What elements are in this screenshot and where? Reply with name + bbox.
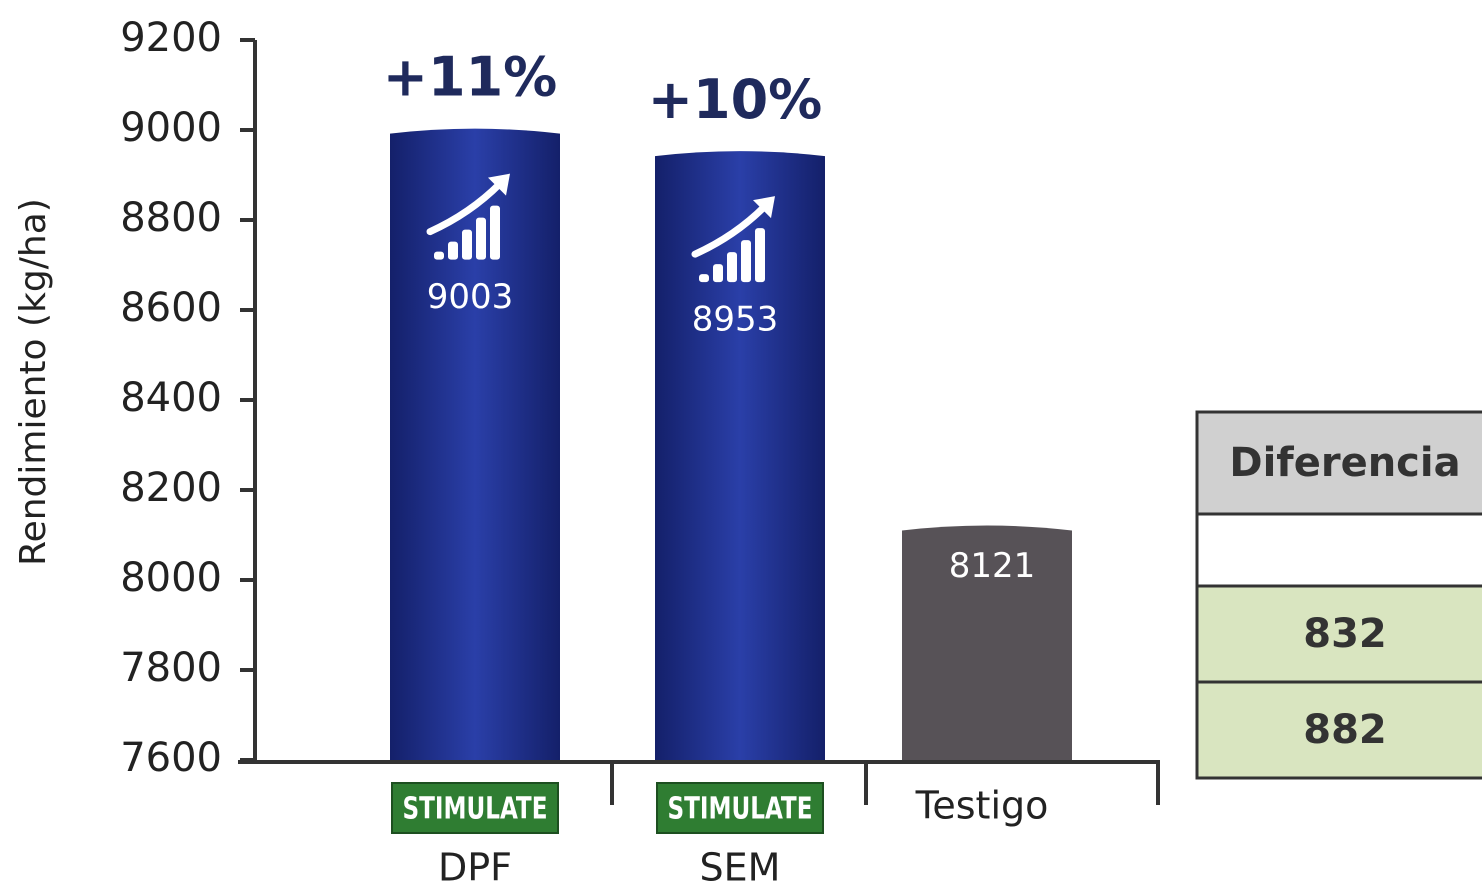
table-cell xyxy=(1195,512,1482,588)
brand-text: STIMULATE xyxy=(668,792,813,827)
y-axis-title: Rendimiento (kg/ha) xyxy=(13,198,54,566)
icon-bar xyxy=(490,205,500,260)
x-tick-label: DPF xyxy=(438,846,512,890)
growth-icon xyxy=(426,173,510,260)
icon-bar xyxy=(448,241,458,260)
x-tick-label: SEM xyxy=(700,846,781,890)
icon-bar xyxy=(699,274,709,283)
icon-arrow xyxy=(426,180,504,236)
y-tick-label: 9000 xyxy=(120,105,222,151)
y-tick-label: 7800 xyxy=(120,645,222,691)
icon-bar xyxy=(741,240,751,283)
y-tick-label: 8400 xyxy=(120,375,222,421)
brand-logo xyxy=(391,782,559,834)
table-header-cell xyxy=(1195,410,1482,516)
value-label: 9003 xyxy=(427,277,514,317)
value-label: 8953 xyxy=(692,300,779,340)
y-tick-label: 8200 xyxy=(120,465,222,511)
bar xyxy=(902,525,1072,760)
icon-bar xyxy=(755,228,765,283)
bar xyxy=(390,128,560,760)
icon-bar xyxy=(462,229,472,260)
growth-icon xyxy=(691,196,775,283)
icon-bar xyxy=(713,264,723,283)
icon-bar xyxy=(476,217,486,260)
brand-logo xyxy=(656,782,824,834)
y-tick-label: 8600 xyxy=(120,285,222,331)
y-tick-label: 8800 xyxy=(120,195,222,241)
x-tick-label: Testigo xyxy=(915,784,1049,828)
table-cell xyxy=(1195,680,1482,780)
icon-bar xyxy=(727,252,737,283)
bar xyxy=(655,151,825,760)
icon-arrow xyxy=(691,202,769,258)
annotation: +10% xyxy=(648,68,823,131)
annotation: +11% xyxy=(383,45,558,108)
icon-arrowhead xyxy=(488,173,510,196)
table-value: 832 xyxy=(1303,611,1387,657)
y-tick-label: 9200 xyxy=(120,15,222,61)
icon-arrowhead xyxy=(753,196,775,219)
y-tick-label: 8000 xyxy=(120,555,222,601)
brand-text: STIMULATE xyxy=(403,792,548,827)
value-label: 8121 xyxy=(949,546,1036,586)
table-value: 882 xyxy=(1303,707,1387,753)
icon-bar xyxy=(434,251,444,260)
y-tick-label: 7600 xyxy=(120,735,222,781)
table-header: Diferencia xyxy=(1229,440,1460,486)
